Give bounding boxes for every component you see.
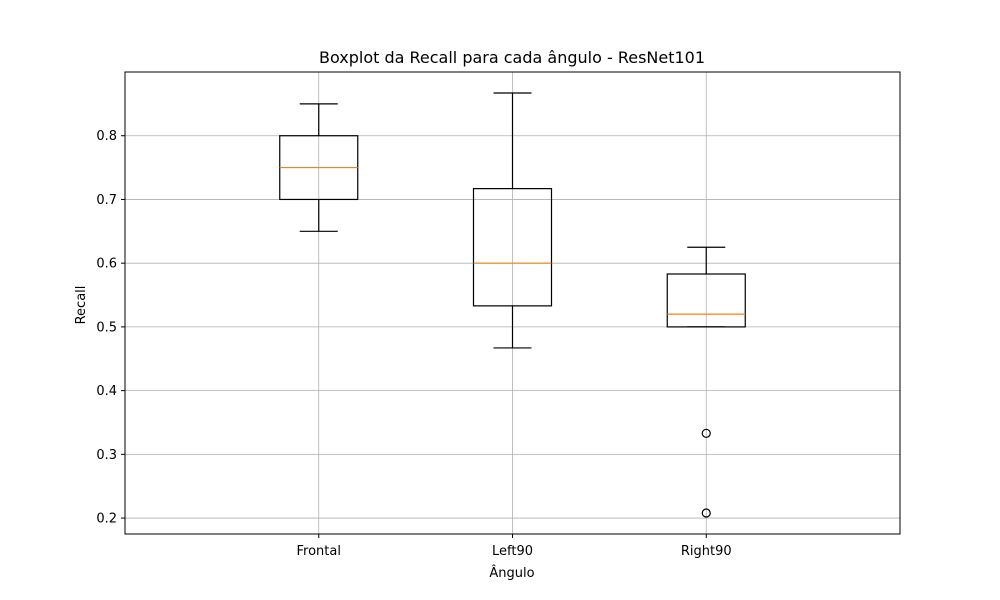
y-tick-label: 0.2	[96, 512, 117, 527]
box-iqr	[472, 188, 553, 307]
box-iqr	[666, 273, 746, 328]
y-tick-label: 0.4	[96, 384, 117, 399]
outlier-point	[701, 428, 711, 438]
x-tick-label: Right90	[681, 544, 732, 559]
y-tick-label: 0.7	[96, 193, 117, 208]
y-tick-label: 0.5	[96, 320, 117, 335]
x-tick-label: Frontal	[297, 544, 341, 559]
y-tick-label: 0.6	[96, 257, 117, 272]
outlier-point	[701, 508, 711, 518]
tick-layer: 0.2 0.3 0.4 0.5 0.6 0.7 0.8 Frontal Left90 Right9…	[96, 129, 731, 559]
box-layer	[279, 92, 746, 518]
x-axis-label: Ângulo	[489, 565, 534, 581]
y-tick-label: 0.3	[96, 448, 117, 463]
y-tick-label: 0.8	[96, 129, 117, 144]
x-tick-label: Left90	[492, 544, 533, 559]
y-axis-label: Recall	[74, 286, 89, 325]
chart-title: Boxplot da Recall para cada ângulo - Res…	[319, 48, 705, 67]
